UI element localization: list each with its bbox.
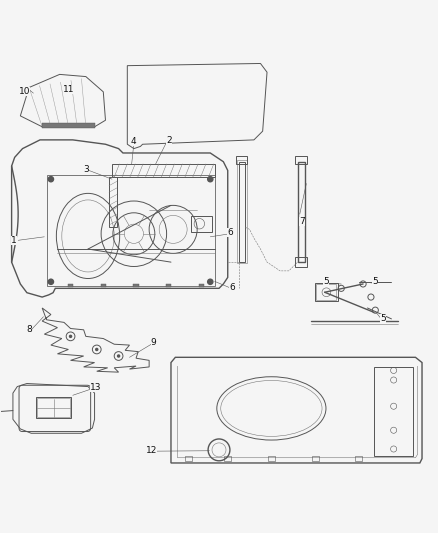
Bar — [237, 160, 247, 263]
Text: 12: 12 — [146, 446, 157, 455]
Bar — [191, 216, 212, 231]
Text: 1: 1 — [11, 236, 17, 245]
Bar — [35, 397, 71, 418]
Text: 7: 7 — [299, 217, 305, 226]
Bar — [268, 456, 275, 461]
Text: 9: 9 — [151, 338, 156, 348]
Bar — [42, 123, 95, 128]
Bar — [374, 367, 413, 456]
Bar — [101, 284, 106, 287]
Bar — [355, 456, 362, 461]
Bar — [311, 456, 318, 461]
Text: 6: 6 — [229, 282, 235, 292]
Circle shape — [208, 279, 213, 285]
Bar — [316, 285, 336, 300]
Bar — [237, 156, 247, 164]
Circle shape — [69, 335, 72, 338]
Text: 8: 8 — [26, 325, 32, 334]
Text: 4: 4 — [131, 137, 137, 146]
Circle shape — [208, 176, 213, 182]
Bar — [37, 398, 70, 417]
Text: 13: 13 — [90, 383, 102, 392]
Text: 3: 3 — [83, 165, 89, 174]
Bar — [315, 283, 338, 302]
Bar — [295, 257, 307, 266]
Text: 2: 2 — [166, 136, 172, 146]
Bar — [109, 177, 117, 227]
Bar — [166, 284, 171, 287]
Text: 5: 5 — [323, 277, 329, 286]
Bar — [112, 164, 215, 177]
Bar — [239, 161, 245, 262]
Text: 5: 5 — [372, 277, 378, 286]
Bar — [295, 156, 307, 164]
Bar — [297, 161, 304, 262]
Bar — [185, 456, 192, 461]
Text: 10: 10 — [19, 87, 31, 96]
Circle shape — [48, 279, 53, 285]
Text: 5: 5 — [380, 314, 385, 324]
Circle shape — [48, 176, 53, 182]
Bar — [224, 456, 231, 461]
Circle shape — [95, 348, 99, 351]
Text: 6: 6 — [227, 228, 233, 237]
Circle shape — [117, 354, 120, 358]
Bar — [68, 284, 73, 287]
Bar — [199, 284, 204, 287]
Bar — [134, 284, 139, 287]
Text: 11: 11 — [63, 85, 74, 94]
